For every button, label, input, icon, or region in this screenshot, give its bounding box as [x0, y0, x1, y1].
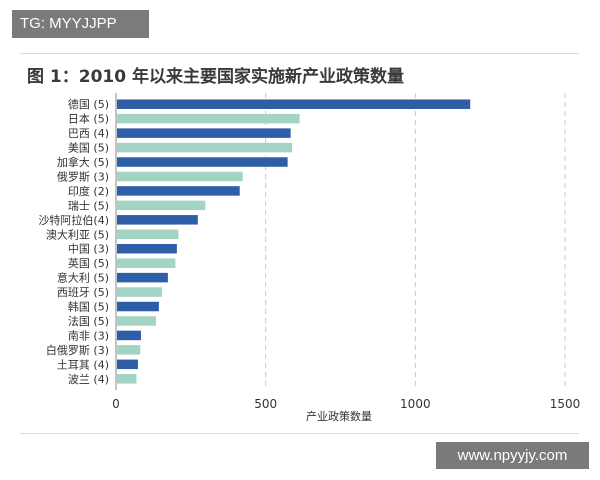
- category-label: 沙特阿拉伯(4): [38, 213, 109, 227]
- bar: [117, 128, 291, 138]
- bar: [117, 330, 141, 341]
- x-tick-label: 1000: [400, 397, 431, 411]
- category-label: 英国 (5): [68, 256, 109, 270]
- bar: [117, 186, 240, 196]
- category-label: 巴西 (4): [68, 127, 109, 140]
- x-tick-label: 0: [112, 397, 120, 411]
- category-label: 中国 (3): [68, 243, 109, 256]
- bar: [117, 243, 177, 254]
- bar: [117, 157, 288, 167]
- category-label: 韩国 (5): [68, 300, 109, 314]
- bottom-divider: [20, 433, 579, 434]
- grid-layer: [115, 93, 566, 390]
- category-label: 美国 (5): [68, 142, 109, 155]
- category-label: 日本 (5): [68, 112, 109, 126]
- category-label: 德国 (5): [68, 97, 109, 111]
- bar: [117, 171, 243, 182]
- x-tick-labels: 0 500 1000 1500: [112, 397, 580, 411]
- category-label: 白俄罗斯 (3): [46, 343, 109, 357]
- bar: [117, 301, 159, 312]
- watermark-top: TG: MYYJJPP: [12, 10, 149, 38]
- category-label: 印度 (2): [68, 184, 109, 198]
- bar: [117, 345, 141, 355]
- bar: [117, 272, 168, 283]
- bar: [117, 215, 198, 225]
- category-label: 加拿大 (5): [57, 155, 109, 169]
- x-tick-label: 1500: [550, 397, 581, 411]
- category-label: 瑞士 (5): [68, 198, 109, 212]
- category-label: 澳大利亚 (5): [46, 227, 109, 241]
- watermark-bottom: www.npyyjy.com: [436, 442, 589, 469]
- bar: [117, 99, 471, 109]
- bar: [117, 359, 138, 370]
- x-tick-label: 500: [254, 397, 277, 411]
- bar: [117, 142, 293, 153]
- bar: [117, 287, 162, 297]
- category-label: 南非 (3): [68, 329, 109, 342]
- x-axis-title: 产业政策数量: [306, 409, 372, 423]
- category-label: 意大利 (5): [57, 271, 109, 285]
- category-label: 土耳其 (4): [57, 358, 109, 371]
- category-label: 西班牙 (5): [57, 286, 109, 299]
- category-labels: 德国 (5)日本 (5)巴西 (4) 美国 (5)加拿大 (5)俄罗斯 (3)印度…: [38, 97, 109, 386]
- category-label: 波兰 (4): [68, 373, 109, 386]
- bar: [117, 258, 176, 268]
- category-label: 俄罗斯 (3): [57, 170, 109, 183]
- bar: [117, 374, 137, 384]
- bar: [117, 200, 206, 211]
- chart-title: 图 1：2010 年以来主要国家实施新产业政策数量: [27, 67, 404, 87]
- category-label: 法国 (5): [68, 314, 109, 328]
- bar: [117, 316, 156, 326]
- bar: [117, 229, 179, 240]
- top-divider: [20, 53, 579, 54]
- bar-chart: 德国 (5)日本 (5)巴西 (4) 美国 (5)加拿大 (5)俄罗斯 (3)印度…: [38, 93, 580, 423]
- bars-layer: [117, 99, 471, 384]
- bar: [117, 113, 300, 124]
